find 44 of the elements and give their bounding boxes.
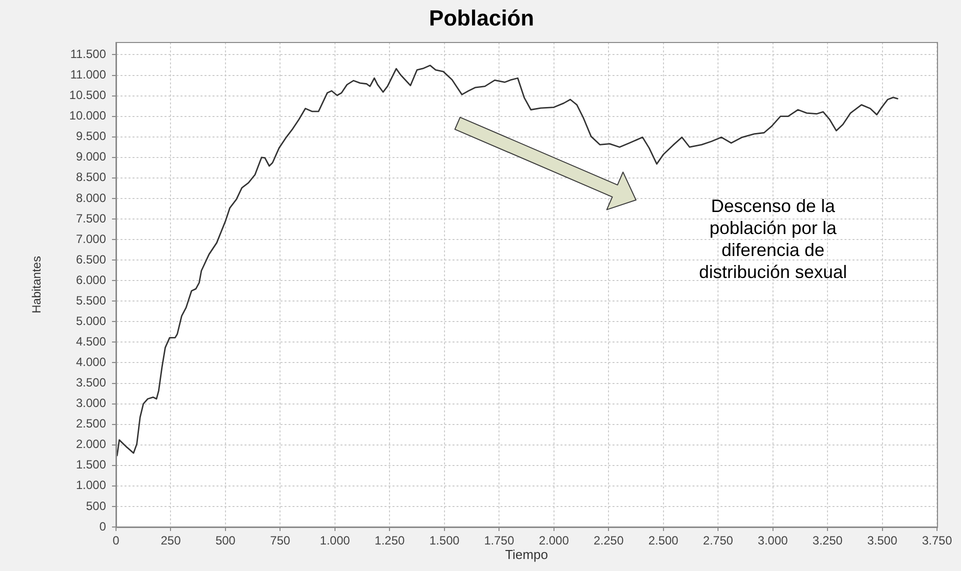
x-tick-label: 750 xyxy=(270,534,291,548)
y-tick-label: 0 xyxy=(99,519,106,534)
y-tick-label: 4.000 xyxy=(76,355,106,370)
y-tick-label: 11.500 xyxy=(70,47,106,62)
x-tick-label: 2.250 xyxy=(594,534,624,548)
y-tick-label: 6.500 xyxy=(76,252,106,266)
x-tick-label: 3.000 xyxy=(758,534,788,548)
y-tick-label: 5.000 xyxy=(76,314,106,328)
y-tick-label: 9.500 xyxy=(76,129,106,144)
y-tick-label: 4.500 xyxy=(76,334,106,349)
x-tick-label: 2.000 xyxy=(538,534,570,548)
chart-title: Población xyxy=(428,5,534,30)
x-tick-label: 250 xyxy=(160,534,182,548)
x-axis-title: Tiempo xyxy=(505,546,548,562)
y-tick-label: 5.500 xyxy=(76,293,106,308)
y-tick-label: 10.500 xyxy=(69,88,106,102)
y-tick-label: 7.000 xyxy=(76,232,106,246)
x-tick-label: 1.750 xyxy=(484,534,514,548)
x-tick-label: 3.500 xyxy=(867,534,898,548)
y-tick-label: 6.000 xyxy=(76,272,106,287)
y-tick-label: 500 xyxy=(86,498,106,513)
y-axis-title: Habitantes xyxy=(30,256,44,314)
x-tick-label: 500 xyxy=(215,534,236,548)
y-tick-label: 1.000 xyxy=(76,478,106,492)
y-tick-label: 2.000 xyxy=(76,437,106,452)
annotation: Descenso de la población por la diferencia de distribución sexual xyxy=(698,195,848,283)
y-tick-label: 9.000 xyxy=(76,150,106,164)
x-tick-label: 3.750 xyxy=(922,534,952,548)
x-tick-label: 2.750 xyxy=(703,534,734,548)
y-tick-label: 8.500 xyxy=(76,170,106,184)
y-tick-label: 8.000 xyxy=(76,190,106,205)
x-tick-label: 1.500 xyxy=(429,534,460,548)
x-tick-label: 1.250 xyxy=(374,534,406,548)
y-tick-label: 11.000 xyxy=(70,68,106,82)
y-tick-label: 7.500 xyxy=(76,211,106,226)
y-tick-label: 3.000 xyxy=(76,396,106,410)
x-tick-label: 3.250 xyxy=(812,534,843,548)
x-tick-label: 2.500 xyxy=(648,534,679,548)
y-tick-label: 3.500 xyxy=(76,376,106,390)
x-tick-label: 1.000 xyxy=(320,534,350,548)
y-tick-label: 10.000 xyxy=(69,108,106,123)
x-tick-label: 0 xyxy=(112,534,120,548)
y-tick-label: 1.500 xyxy=(76,458,106,472)
y-tick-label: 2.500 xyxy=(76,416,106,431)
